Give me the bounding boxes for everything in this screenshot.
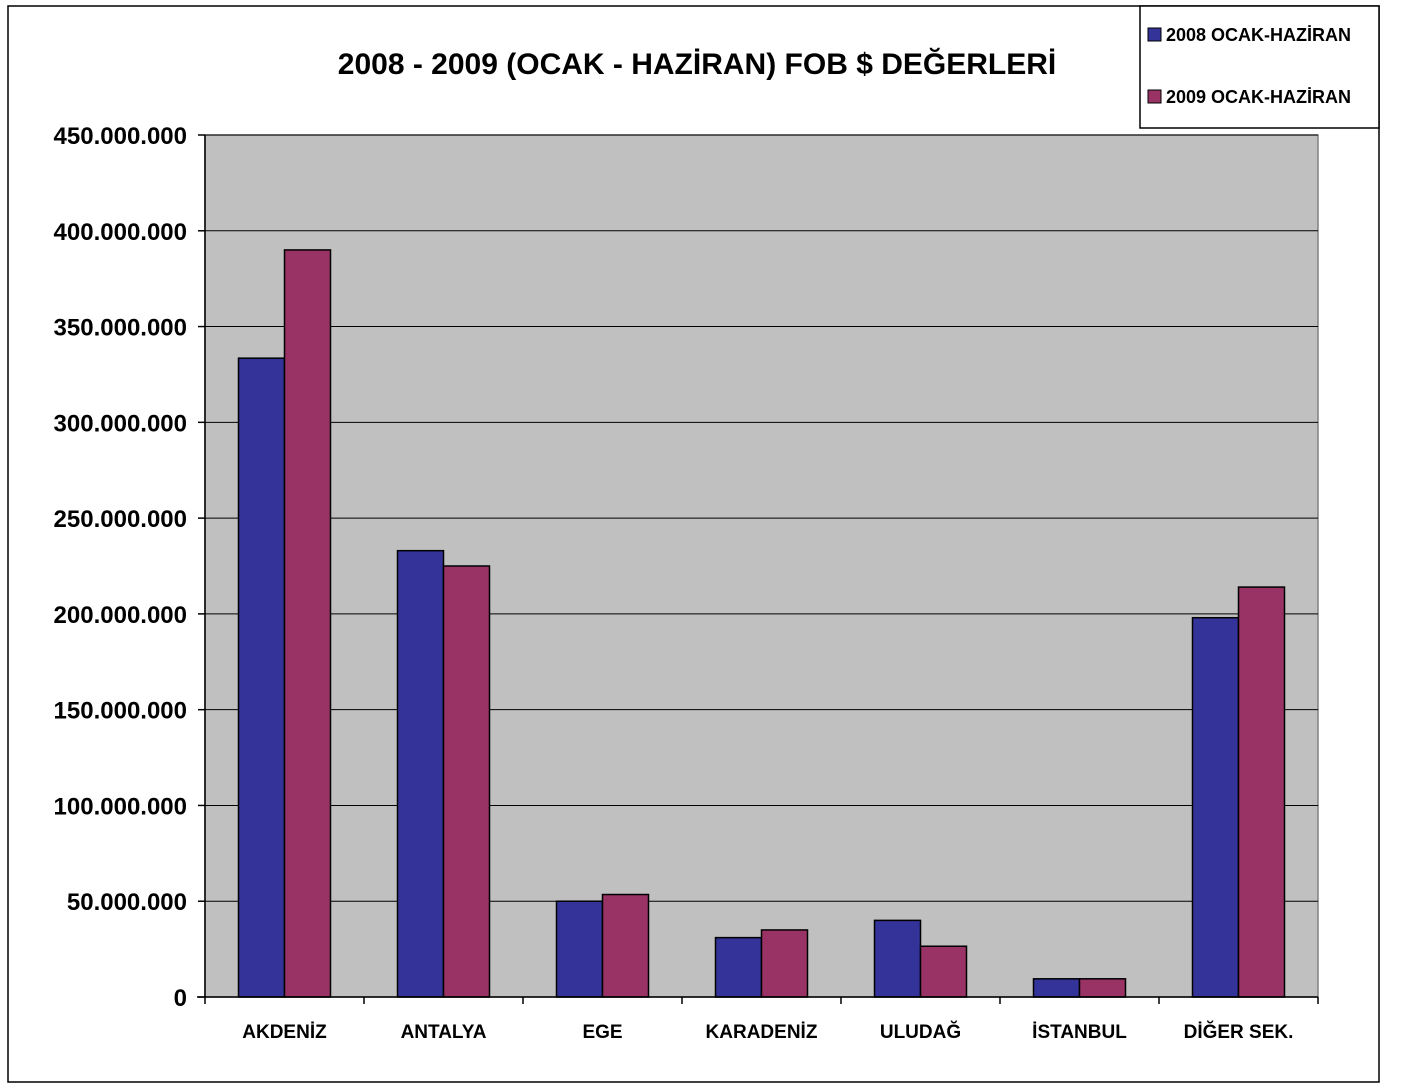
x-tick-label: EGE	[582, 1022, 622, 1043]
bar-2009	[919, 945, 968, 998]
legend-swatch-2009	[1147, 89, 1162, 104]
x-tick-label: DİĞER SEK.	[1184, 1021, 1294, 1043]
legend: 2008 OCAK-HAZİRAN 2009 OCAK-HAZİRAN	[1139, 5, 1380, 129]
bar-2009	[283, 249, 332, 998]
gridlines	[205, 134, 1318, 902]
bar-2009	[1078, 978, 1127, 998]
y-tick-label: 50.000.000	[67, 889, 187, 916]
bar-2008	[237, 357, 286, 998]
y-tick-label: 200.000.000	[54, 602, 187, 629]
legend-swatch-2008	[1147, 27, 1162, 42]
x-axis-ticks: AKDENİZ ANTALYA EGE KARADENİZ ULUDAĞ İSTANBUL…	[204, 997, 1319, 1043]
bar-2009	[760, 929, 809, 998]
bar-2008	[873, 919, 922, 998]
bar-2008	[555, 900, 604, 998]
bar-2008	[714, 936, 763, 998]
x-tick-label: AKDENİZ	[242, 1022, 327, 1043]
y-tick-label: 250.000.000	[54, 506, 187, 533]
legend-entry-2009: 2009 OCAK-HAZİRAN	[1147, 87, 1351, 107]
plot-area	[204, 134, 1319, 998]
bar-2009	[1237, 586, 1286, 998]
x-tick-label: İSTANBUL	[1032, 1022, 1127, 1043]
bar-2008	[1191, 616, 1240, 998]
legend-label-2008: 2008 OCAK-HAZİRAN	[1166, 25, 1351, 45]
y-tick-label: 0	[174, 985, 187, 1012]
bar-2008	[1032, 978, 1081, 998]
y-tick-label: 300.000.000	[54, 410, 187, 437]
bar-2009	[442, 565, 491, 998]
x-tick-label: ULUDAĞ	[880, 1021, 961, 1043]
y-tick-label: 350.000.000	[54, 315, 187, 342]
y-tick-label: 450.000.000	[54, 123, 187, 150]
x-tick-label: ANTALYA	[401, 1022, 487, 1043]
legend-box	[1139, 5, 1380, 129]
x-tick-label: KARADENİZ	[706, 1022, 818, 1043]
legend-entry-2008: 2008 OCAK-HAZİRAN	[1147, 25, 1351, 45]
y-tick-label: 150.000.000	[54, 698, 187, 725]
bars	[237, 249, 1286, 998]
legend-label-2009: 2009 OCAK-HAZİRAN	[1166, 87, 1351, 107]
bar-2008	[396, 549, 445, 998]
bar-2009	[601, 893, 650, 998]
y-axis-ticks: 0 50.000.000 100.000.000 150.000.000 200.000…	[54, 123, 205, 1012]
y-tick-label: 400.000.000	[54, 219, 187, 246]
chart-title: 2008 - 2009 (OCAK - HAZİRAN) FOB $ DEĞER…	[338, 47, 1056, 81]
y-tick-label: 100.000.000	[54, 793, 187, 820]
